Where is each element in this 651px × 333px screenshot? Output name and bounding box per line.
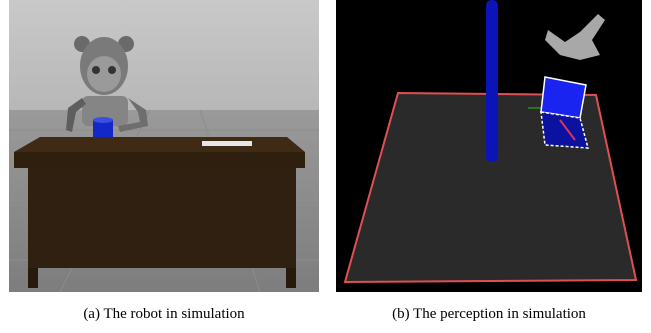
figure-images [0, 0, 651, 295]
caption: (b) The perception in simulation [336, 306, 642, 323]
caption: (a) The robot in simulation [9, 306, 319, 323]
robot-scene [9, 0, 319, 292]
figure: (a) The robot in simulation (b) The perc… [0, 0, 651, 333]
perception-scene [336, 0, 642, 292]
